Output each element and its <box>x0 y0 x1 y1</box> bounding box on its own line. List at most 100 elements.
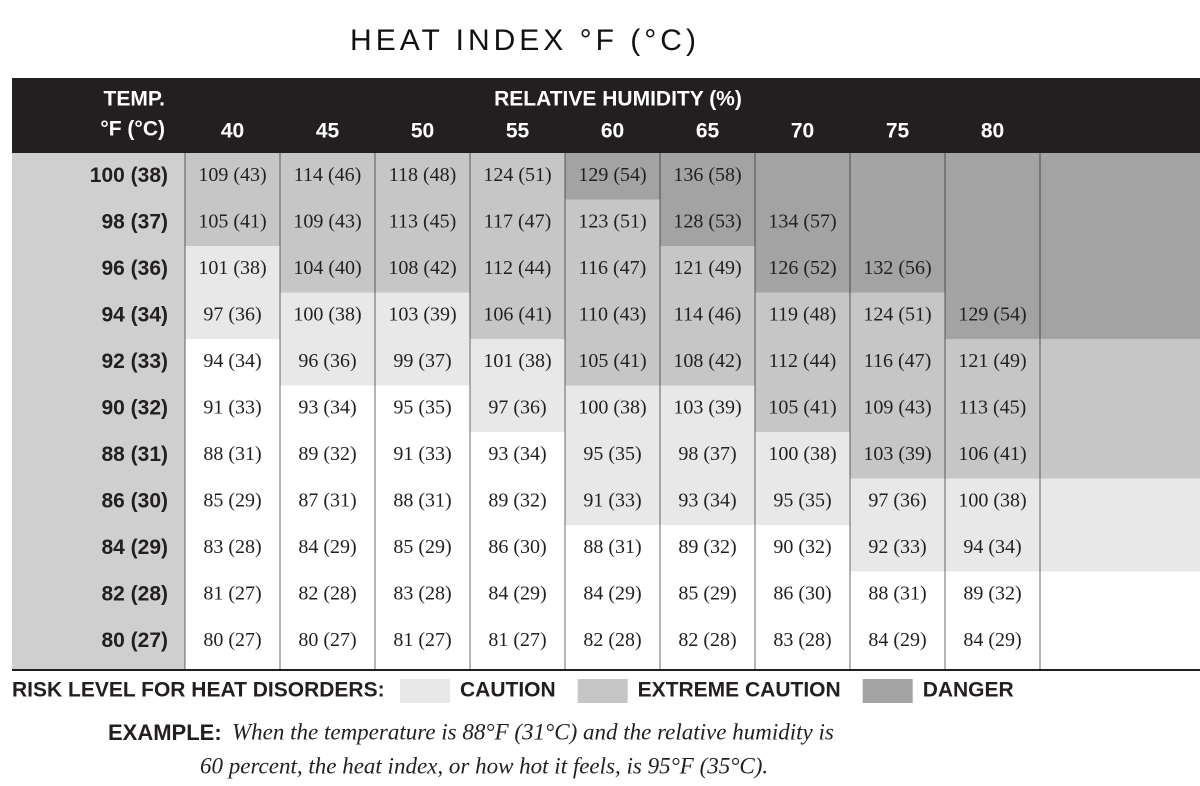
cell-value: 105 (41) <box>768 396 836 418</box>
cell-shade <box>565 246 660 293</box>
cell-shade <box>185 618 280 665</box>
cell-value: 83 (28) <box>773 629 831 651</box>
cell-shade <box>470 385 565 433</box>
cell-value: 89 (32) <box>488 489 546 511</box>
cell-value: 129 (54) <box>958 303 1026 325</box>
cell-value: 85 (29) <box>678 582 736 604</box>
cell-shade <box>280 478 375 526</box>
cell-shade <box>945 153 1200 200</box>
cell-shade <box>375 432 470 479</box>
cell-shade <box>470 339 565 386</box>
cell-value: 104 (40) <box>293 257 361 279</box>
example-text: When the temperature is 88°F (31°C) and … <box>232 719 834 744</box>
cell-value: 93 (34) <box>488 443 546 465</box>
cell-shade <box>660 571 755 619</box>
legend-swatch <box>862 679 913 703</box>
legend-label: RISK LEVEL FOR HEAT DISORDERS: <box>12 679 385 702</box>
cell-value: 86 (30) <box>488 536 546 558</box>
cell-shade <box>565 339 660 386</box>
humidity-label: RELATIVE HUMIDITY (%) <box>494 88 742 111</box>
cell-value: 81 (27) <box>488 629 546 651</box>
cell-shade <box>755 246 850 293</box>
cell-value: 85 (29) <box>203 489 261 511</box>
cell-shade <box>280 525 375 572</box>
cell-value: 84 (29) <box>583 582 641 604</box>
cell-shade <box>565 618 660 665</box>
cell-shade <box>660 525 755 572</box>
corner-label: TEMP. <box>104 88 165 111</box>
cell-value: 114 (46) <box>294 164 362 186</box>
cell-shade <box>755 571 850 619</box>
cell-shade <box>565 571 660 619</box>
cell-value: 100 (38) <box>293 303 361 325</box>
cell-shade <box>280 618 375 665</box>
cell-shade <box>375 618 470 665</box>
cell-shade <box>280 199 375 247</box>
cell-shade <box>375 199 470 247</box>
temp-label: 84 (29) <box>101 536 168 559</box>
cell-shade <box>850 339 945 386</box>
cell-value: 113 (45) <box>389 210 457 232</box>
humidity-column: 45 <box>316 120 340 143</box>
cell-value: 110 (43) <box>579 303 647 325</box>
cell-shade <box>660 246 755 293</box>
cell-shade <box>755 432 850 479</box>
temp-label: 96 (36) <box>101 257 168 280</box>
legend-item: CAUTION <box>460 679 556 702</box>
cell-shade <box>470 525 565 572</box>
humidity-column: 65 <box>696 120 720 143</box>
cell-value: 112 (44) <box>484 257 552 279</box>
cell-value: 103 (39) <box>388 303 456 325</box>
cell-shade <box>375 292 470 340</box>
cell-value: 118 (48) <box>389 164 457 186</box>
cell-shade <box>470 478 565 526</box>
cell-shade <box>280 571 375 619</box>
cell-shade <box>755 618 850 665</box>
cell-shade <box>185 385 280 433</box>
cell-value: 100 (38) <box>768 443 836 465</box>
cell-value: 94 (34) <box>203 350 261 372</box>
cell-shade <box>280 385 375 433</box>
cell-shade <box>850 292 945 340</box>
cell-value: 86 (30) <box>773 582 831 604</box>
cell-value: 82 (28) <box>678 629 736 651</box>
cell-value: 98 (37) <box>678 443 736 465</box>
cell-shade <box>185 432 280 479</box>
cell-shade <box>945 339 1200 386</box>
header-band <box>12 78 1200 153</box>
cell-value: 108 (42) <box>673 350 741 372</box>
cell-value: 91 (33) <box>203 396 261 418</box>
cell-shade <box>565 199 660 247</box>
cell-value: 88 (31) <box>393 489 451 511</box>
cell-value: 99 (37) <box>393 350 451 372</box>
cell-value: 95 (35) <box>773 489 831 511</box>
cell-value: 84 (29) <box>963 629 1021 651</box>
humidity-column: 40 <box>221 120 244 143</box>
cell-shade <box>375 478 470 526</box>
cell-value: 121 (49) <box>958 350 1026 372</box>
cell-shade <box>850 199 945 247</box>
cell-value: 83 (28) <box>203 536 261 558</box>
cell-shade <box>660 153 755 200</box>
cell-value: 89 (32) <box>678 536 736 558</box>
cell-shade <box>185 478 280 526</box>
cell-value: 88 (31) <box>203 443 261 465</box>
cell-shade <box>185 246 280 293</box>
cell-value: 129 (54) <box>578 164 646 186</box>
cell-shade <box>945 618 1200 665</box>
cell-value: 100 (38) <box>958 489 1026 511</box>
temp-label: 92 (33) <box>101 350 168 373</box>
cell-value: 80 (27) <box>203 629 261 651</box>
cell-shade <box>470 246 565 293</box>
cell-shade <box>185 571 280 619</box>
cell-value: 95 (35) <box>393 396 451 418</box>
cell-value: 109 (43) <box>293 210 361 232</box>
humidity-column: 50 <box>411 120 434 143</box>
cell-value: 87 (31) <box>298 489 356 511</box>
cell-value: 94 (34) <box>963 536 1021 558</box>
cell-shade <box>755 339 850 386</box>
cell-value: 101 (38) <box>483 350 551 372</box>
cell-shade <box>565 525 660 572</box>
cell-value: 116 (47) <box>864 350 932 372</box>
cell-shade <box>945 432 1200 479</box>
